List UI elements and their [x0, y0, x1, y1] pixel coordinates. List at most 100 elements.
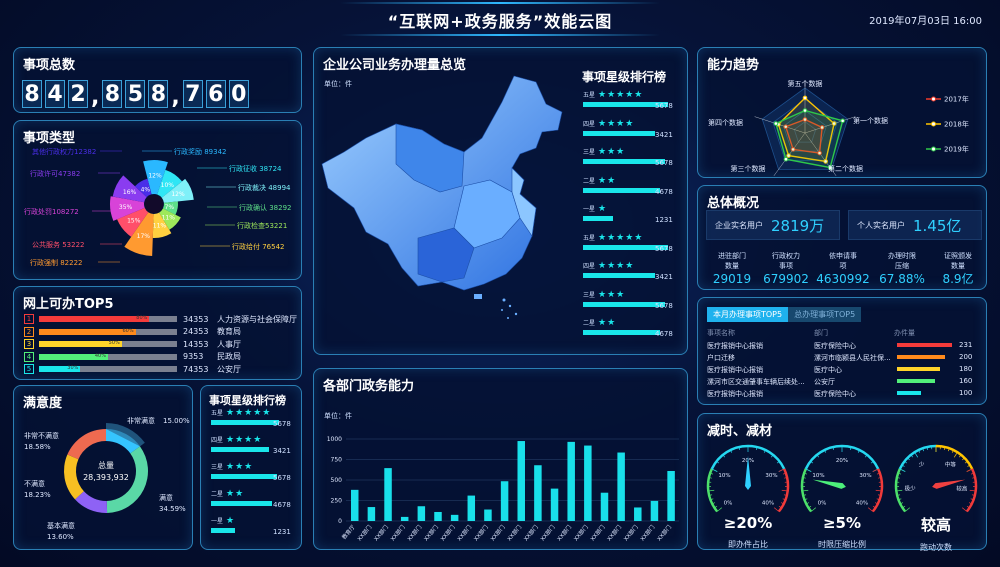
table-row[interactable]: 医疗报销中心报销 医疗保险中心 100: [707, 389, 977, 399]
star-bar: [583, 273, 656, 278]
tab-total-top5[interactable]: 总办理事项TOP5: [788, 307, 862, 322]
digit: 2: [68, 80, 88, 108]
star-rank-item[interactable]: 四星 ★★★★ 3421: [583, 261, 683, 281]
types-panel: 事项类型 12% 10% 12% 7% 11% 11% 17% 15% 35% 16% 4% 行政奖励…: [13, 120, 302, 280]
star-rank-item[interactable]: 二星 ★★ 4678: [211, 489, 291, 509]
star-icons: ★★: [598, 318, 617, 328]
star-rank-item[interactable]: 二星 ★★ 4678: [583, 318, 683, 338]
star-rank-item[interactable]: 五星 ★★★★★ 5678: [583, 90, 683, 110]
star-icons: ★★: [598, 175, 617, 186]
gauge-tick: [708, 489, 715, 492]
top5-row[interactable]: 2 60% 24353 教育局: [24, 326, 241, 337]
gauge-tick: [876, 472, 880, 475]
gauge-tick: [902, 505, 906, 509]
donut-segment: [106, 446, 148, 513]
map-region[interactable]: [395, 123, 465, 193]
china-map[interactable]: [314, 68, 574, 328]
gauge-tick-label: 40%: [762, 501, 774, 507]
item-dept: 医疗中心: [814, 366, 842, 374]
stat-label: 数量: [951, 262, 965, 270]
donut-segment: [106, 429, 140, 454]
digit: 6: [205, 80, 226, 108]
gauge-tick: [782, 472, 786, 475]
y-tick: 1000: [327, 436, 342, 443]
star-label: 四星: [583, 120, 596, 128]
bar: [550, 488, 559, 521]
star-value: 4678: [655, 330, 673, 338]
progress-bar: 40%: [39, 353, 177, 360]
gauge-tick: [907, 457, 910, 461]
gauge-tick: [804, 498, 808, 501]
gauge-tick: [781, 489, 788, 492]
panel-title: 减时、减材: [707, 424, 773, 439]
stat-value: 4630992: [816, 272, 870, 286]
star-rank-item[interactable]: 一星 ★ 1231: [583, 204, 683, 224]
gauge-tick: [710, 472, 714, 475]
table-row[interactable]: 户口迁移 漯河市临颍县人民社保... 200: [707, 353, 977, 363]
rose-segment: [110, 196, 145, 221]
star-rank-item[interactable]: 三星 ★★★ 5678: [583, 289, 683, 310]
gauge-tick: [918, 449, 921, 453]
star-rank-item[interactable]: 三星 ★★★ 5678: [211, 462, 291, 482]
progress-label: 50%: [108, 340, 120, 346]
tab-monthly-top5[interactable]: 本月办理事项TOP5: [707, 307, 789, 322]
table-row[interactable]: 医疗报销中心报销 医疗保险中心 231: [707, 341, 977, 351]
panel-title: 网上可办TOP5: [23, 297, 114, 312]
bar: [467, 495, 476, 521]
star-rank-item[interactable]: 五星 ★★★★★ 5678: [211, 408, 291, 428]
gauge-label: 即办件占比: [728, 540, 768, 549]
progress-fill: 80%: [39, 315, 150, 322]
top5-row[interactable]: 1 80% 34353 人力资源与社会保障厅: [24, 314, 297, 324]
star-rank-item[interactable]: 二星 ★★ 4678: [583, 175, 683, 196]
map-region[interactable]: [417, 227, 475, 283]
stat-label: 项: [839, 262, 847, 270]
radar-indicator: 第三个数据: [731, 164, 766, 173]
segment-pct: 4%: [141, 186, 151, 193]
top5-row[interactable]: 5 30% 74353 公安厅: [24, 364, 241, 374]
radar-point: [773, 121, 779, 126]
rank-badge: 4: [24, 351, 34, 362]
table-row[interactable]: 医疗报销中心报销 医疗中心 180: [707, 365, 977, 375]
gauge-arc: [710, 444, 786, 470]
digit: 4: [45, 80, 65, 108]
gauge-value: ≥20%: [723, 514, 773, 532]
star-bar: [583, 244, 668, 250]
gauge-tick: [969, 489, 976, 492]
panel-title: 事项星级排行榜: [209, 394, 286, 407]
star-label: 四星: [583, 263, 596, 270]
gauge-tick: [778, 505, 782, 509]
stat-label: 办理时限: [888, 252, 916, 260]
bar: [400, 516, 409, 521]
star-value: 5678: [655, 301, 673, 310]
star-rank-item[interactable]: 五星 ★★★★★ 5678: [583, 233, 683, 253]
star-bar: [583, 216, 613, 221]
gauge-tick: [805, 468, 812, 472]
rose-chart: 12%10%12%7%11%11%17%15%35%16% 4%行政奖励 8934…: [24, 147, 292, 267]
radar-point: [827, 165, 833, 170]
star-icons: ★★★: [598, 289, 626, 300]
center-label: 总量: [98, 460, 114, 470]
kpi-personal-users: 个人实名用户 1.45亿: [848, 210, 982, 240]
rank-badge: 5: [24, 364, 34, 374]
legend-marker: [931, 96, 936, 102]
star-rank-item[interactable]: 一星 ★ 1231: [211, 516, 291, 536]
star-rank-item[interactable]: 四星 ★★★★ 3421: [583, 118, 683, 139]
gauge-tick: [780, 502, 784, 505]
x-tick: XX部门: [355, 523, 373, 542]
top5-row[interactable]: 4 40% 9353 民政局: [24, 351, 241, 362]
star-rank-item[interactable]: 四星 ★★★★ 3421: [211, 435, 291, 455]
page-title: “互联网+政务服务”效能云图: [387, 12, 613, 31]
table-row[interactable]: 漯河市区交通肇事车辆后续处... 公安厅 160: [707, 377, 977, 387]
x-tick: XX部门: [372, 523, 390, 542]
bar: [417, 506, 426, 521]
star-icons: ★★★★★: [226, 408, 272, 418]
gauge-tick: [773, 507, 780, 512]
gauge-tick: [910, 454, 914, 458]
map-region[interactable]: [511, 167, 537, 237]
star-icons: ★★★★: [598, 118, 635, 129]
gauge-value: ≥5%: [822, 514, 862, 532]
rank-badge: 3: [24, 339, 34, 349]
top5-row[interactable]: 3 50% 14353 人事厅: [24, 339, 241, 349]
star-rank-item[interactable]: 三星 ★★★ 5678: [583, 147, 683, 167]
